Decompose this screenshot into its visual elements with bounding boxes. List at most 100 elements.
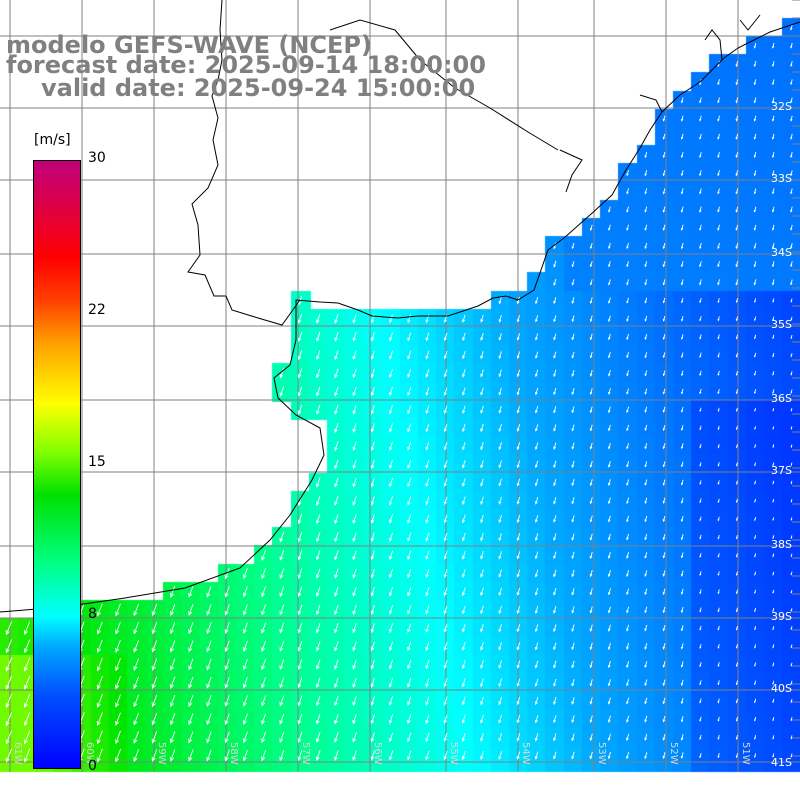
latitude-label: 41S (771, 756, 792, 769)
wind-arrow (753, 188, 757, 195)
wind-arrow (443, 696, 448, 706)
wind-arrow (334, 677, 339, 689)
wind-arrow (169, 731, 176, 744)
wind-arrow (279, 604, 285, 616)
wind-arrow (626, 406, 630, 414)
wind-arrow (553, 733, 557, 742)
wind-arrow (535, 351, 539, 359)
wind-arrow (553, 660, 557, 669)
wind-arrow (407, 423, 412, 433)
wind-arrow (5, 657, 13, 672)
wind-arrow (771, 79, 775, 86)
colorbar (33, 160, 81, 769)
wind-arrow (735, 534, 738, 540)
wind-arrow (370, 423, 375, 433)
wind-arrow (699, 425, 702, 431)
wind-arrow (224, 713, 230, 726)
wind-arrow (352, 386, 357, 397)
wind-arrow (644, 642, 648, 650)
wind-arrow (626, 479, 630, 486)
wind-arrow (534, 442, 539, 451)
wind-arrow (589, 606, 593, 614)
wind-arrow (480, 751, 484, 761)
wind-arrow (717, 79, 720, 86)
wind-arrow (771, 133, 775, 140)
wind-arrow (96, 730, 103, 745)
wind-arrow (516, 551, 521, 560)
wind-arrow (699, 334, 702, 340)
wind-arrow (279, 550, 285, 561)
wind-arrow (772, 571, 775, 576)
wind-arrow (425, 641, 430, 652)
wind-arrow (352, 659, 357, 670)
wind-arrow (370, 441, 375, 451)
wind-arrow (644, 479, 648, 486)
forecast-date: forecast date: 2025-09-14 18:00:00 (6, 51, 486, 79)
wind-arrow (607, 715, 611, 724)
wind-arrow (534, 624, 539, 633)
latitude-label: 36S (771, 392, 792, 405)
wind-arrow (717, 151, 720, 159)
wind-arrow (754, 589, 757, 594)
wind-arrow (626, 315, 629, 322)
wind-arrow (699, 297, 702, 304)
wind-arrow (169, 676, 176, 689)
wind-arrow (480, 569, 484, 578)
wind-arrow (607, 442, 611, 450)
wind-arrow (771, 61, 775, 67)
wind-arrow (607, 533, 611, 541)
wind-arrow (644, 443, 648, 450)
colorbar-tick-15: 15 (88, 454, 106, 470)
wind-arrow (571, 315, 575, 323)
wind-arrow (662, 570, 666, 577)
wind-arrow (717, 534, 720, 540)
wind-arrow (662, 334, 666, 340)
wind-arrow (534, 587, 539, 596)
wind-arrow (662, 424, 666, 432)
wind-arrow (498, 751, 503, 760)
wind-arrow (425, 459, 430, 469)
wind-arrow (753, 279, 757, 286)
wind-arrow (297, 677, 303, 689)
wind-arrow (516, 460, 521, 469)
wind-arrow (608, 279, 611, 286)
wind-arrow (735, 698, 738, 704)
wind-arrow (516, 678, 521, 687)
wind-arrow (626, 297, 629, 304)
wind-arrow (571, 606, 575, 614)
latitude-label: 34S (771, 246, 792, 259)
wind-arrow (717, 498, 720, 504)
wind-arrow (316, 313, 321, 324)
wind-arrow (735, 734, 738, 740)
wind-arrow (553, 406, 557, 414)
wind-arrow (389, 368, 393, 378)
wind-arrow (699, 571, 702, 577)
wind-arrow (443, 387, 448, 396)
wind-arrow (261, 568, 266, 580)
wind-arrow (498, 405, 502, 414)
wind-arrow (133, 621, 140, 635)
wind-arrow (699, 188, 702, 195)
wind-arrow (206, 585, 212, 598)
wind-arrow (644, 715, 648, 723)
wind-arrow (315, 550, 321, 561)
wind-arrow (370, 623, 375, 634)
wind-arrow (571, 515, 575, 523)
wind-arrow (790, 426, 793, 430)
wind-arrow (680, 552, 684, 559)
wind-arrow (425, 750, 430, 761)
wind-arrow (5, 748, 13, 763)
wind-arrow (571, 424, 575, 432)
wind-arrow (425, 350, 430, 360)
wind-arrow (534, 678, 539, 687)
wind-arrow (589, 733, 593, 742)
wind-arrow (334, 368, 339, 379)
wind-arrow (535, 369, 539, 378)
wind-arrow (680, 606, 684, 614)
wind-arrow (735, 170, 739, 177)
wind-arrow (352, 714, 357, 725)
wind-arrow (680, 97, 684, 104)
wind-arrow (206, 640, 212, 653)
wind-arrow (425, 496, 430, 506)
wind-arrow (261, 640, 267, 653)
